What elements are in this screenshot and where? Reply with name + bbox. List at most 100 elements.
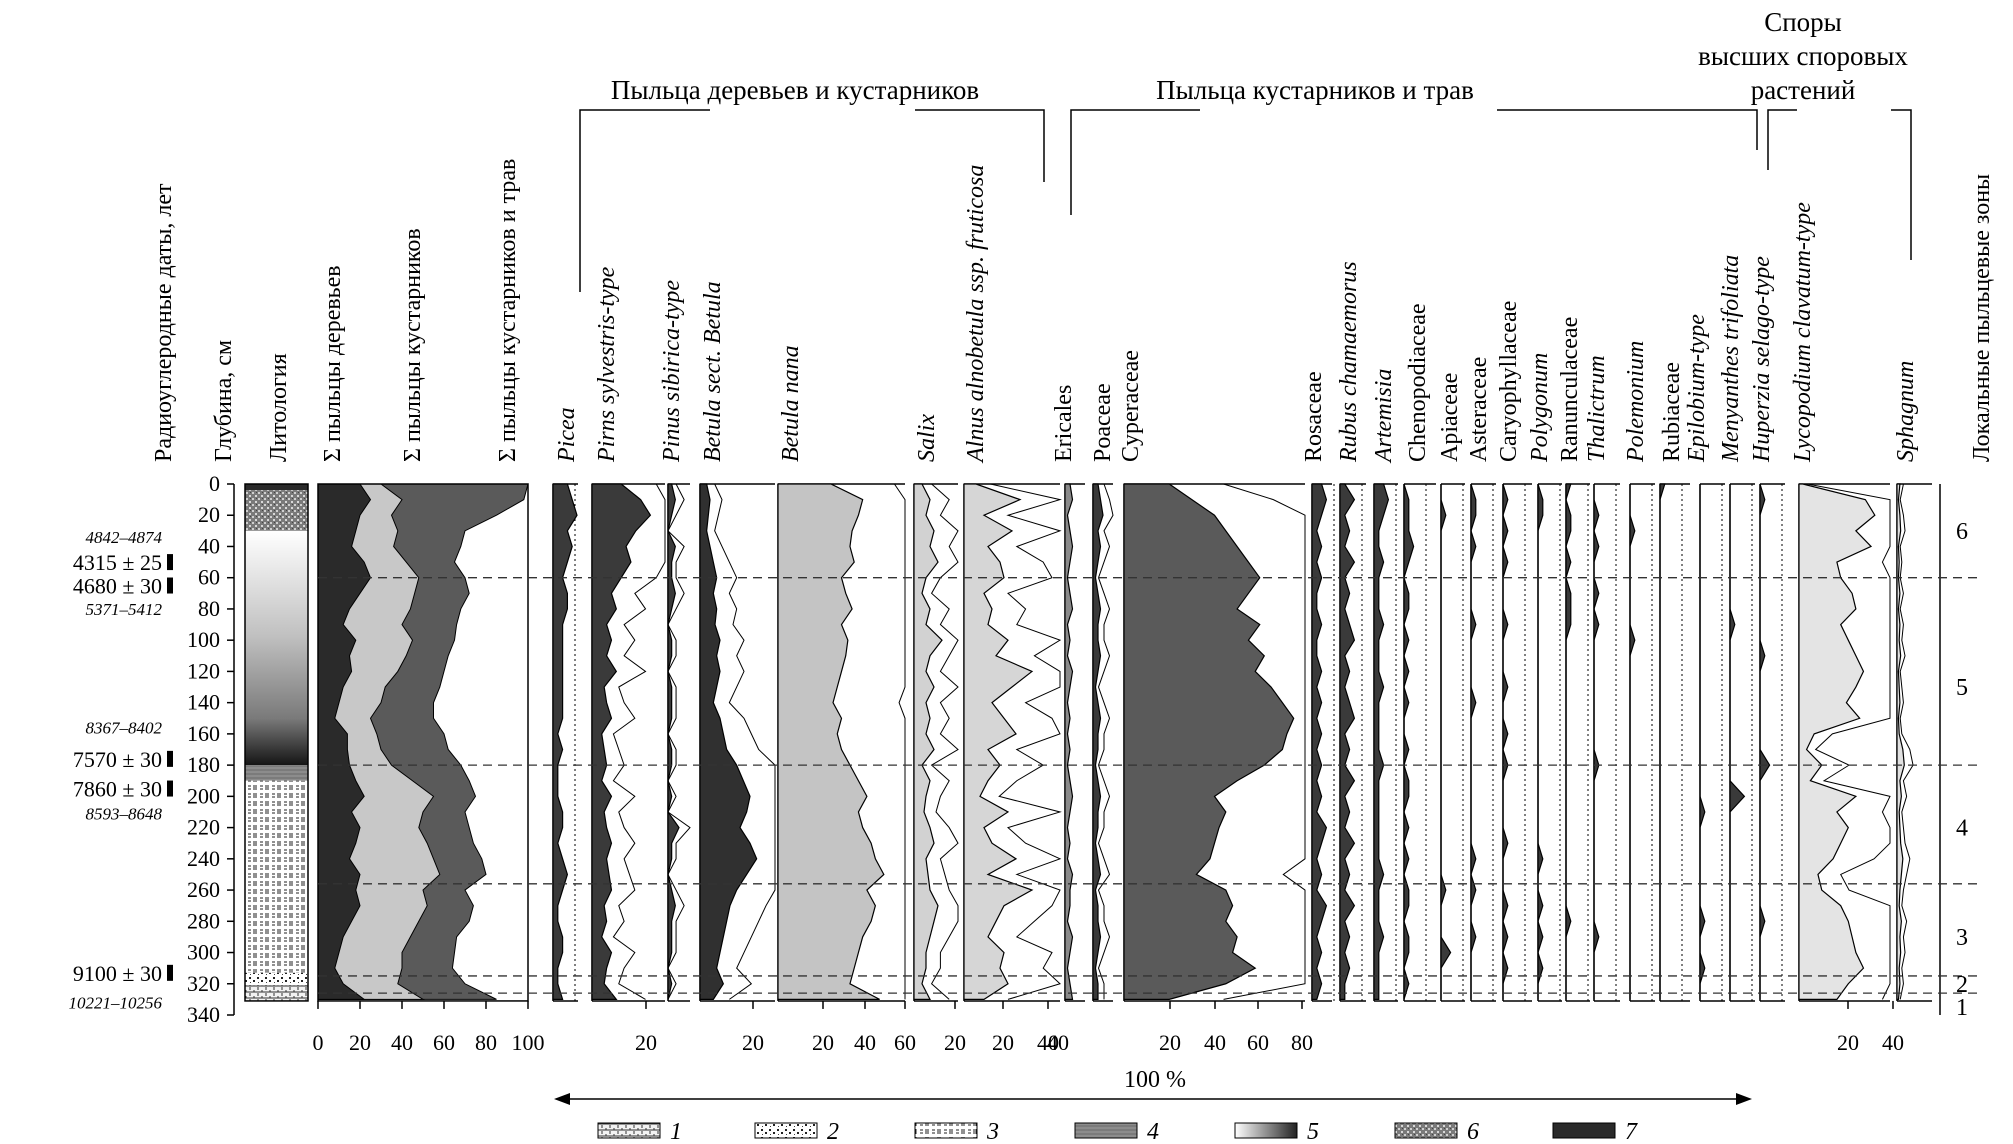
taxon-curve (1659, 483, 1666, 1000)
group-bracket-spores-right (1891, 109, 1912, 260)
group-bracket-spores-left (1767, 109, 1797, 170)
legend-swatch (1234, 1122, 1298, 1139)
taxon-panel: Rubiaceae (1659, 362, 1690, 1002)
taxon-panel: Ranunculaceae (1557, 317, 1590, 1002)
sum-tick-label: 100 (512, 1030, 545, 1055)
taxon-curve (1470, 483, 1477, 1000)
taxon-panel: Epilobium-type (1684, 314, 1725, 1002)
taxon-curve (699, 483, 758, 1000)
taxon-tick-label: 20 (742, 1030, 764, 1055)
taxon-curve (1565, 483, 1572, 1000)
legend-number: 6 (1467, 1119, 1479, 1144)
taxon-curve (1798, 483, 1876, 1000)
taxon-panel: Cyperaceae (1118, 350, 1306, 1002)
depth-tick-label: 80 (198, 596, 220, 621)
taxon-tick-label: 20 (1159, 1030, 1181, 1055)
taxon-label: Menyanthes trifoliata (1718, 255, 1744, 463)
group-label-spores-line2: высших споровых (1698, 41, 1908, 71)
lithology-layer (245, 484, 308, 491)
date-marker (167, 964, 173, 981)
taxon-label: Poaceae (1090, 383, 1116, 462)
legend-swatch (1394, 1122, 1458, 1139)
sum-trees-area (317, 483, 372, 1000)
legend-number: 4 (1147, 1119, 1159, 1144)
radiocarbon-date: 5371–5412 (86, 600, 163, 619)
taxon-tick-label: 20 (944, 1030, 966, 1055)
radiocarbon-date: 8367–8402 (86, 719, 163, 738)
taxon-label: Huperzia selago-type (1749, 256, 1775, 463)
zone-label: 3 (1956, 925, 1968, 951)
lithology-frame (244, 483, 309, 1002)
taxon-label: Asteraceae (1466, 357, 1492, 462)
group-bracket-herbs-left (1070, 109, 1200, 215)
date-marker (167, 780, 173, 797)
lithology-layer (245, 780, 308, 973)
radiocarbon-date: 7570 ± 30 (73, 747, 162, 772)
taxon-panel: Asteraceae (1466, 357, 1496, 1002)
taxon-label: Ericales (1051, 385, 1077, 462)
taxon-panel: Polygonum (1527, 353, 1562, 1002)
taxon-label: Polemonium (1623, 341, 1649, 463)
legend-swatch (1074, 1122, 1138, 1139)
sum-panel-frame (317, 483, 529, 1002)
lithology-label: Литология (266, 353, 292, 462)
taxon-label: Cyperaceae (1118, 350, 1144, 462)
taxon-tick-label: 40 (854, 1030, 876, 1055)
date-marker (167, 750, 173, 767)
dates-axis-label: Радиоуглеродные даты, лет (151, 183, 177, 462)
taxon-panel: Rosaceae (1301, 371, 1335, 1002)
taxon-panel: Menyanthes trifoliata (1718, 255, 1755, 1002)
taxon-label: Pinus sibirica-type (659, 280, 685, 463)
depth-tick-label: 140 (187, 690, 220, 715)
taxon-label: Lycopodium clavatum-type (1790, 202, 1816, 463)
group-bracket-trees-left (579, 109, 710, 292)
taxon-panel: Sphagnum (1893, 361, 1932, 1002)
taxon-label: Artemisia (1371, 369, 1397, 464)
taxon-curve (552, 483, 578, 1000)
lithology-legend: 1 2 3 4 5 6 7 (597, 1119, 1638, 1144)
taxon-label: Betula sect. Betula (700, 281, 726, 462)
zone-label: 2 (1956, 972, 1968, 998)
group-bracket-trees-right (915, 109, 1045, 182)
pollen-zones: 6 5 4 3 21 (318, 484, 1978, 1021)
taxon-panel: Picea (552, 407, 580, 1002)
depth-tick-label: 240 (187, 846, 220, 871)
legend-number: 5 (1307, 1119, 1319, 1144)
radiocarbon-date: 9100 ± 30 (73, 961, 162, 986)
depth-tick-label: 200 (187, 783, 220, 808)
taxon-label: Rubus chamaemorus (1336, 261, 1362, 463)
taxon-panel: Artemisia (1371, 369, 1398, 1002)
taxon-label: Caryophyllaceae (1496, 301, 1522, 462)
taxon-curve (1896, 483, 1905, 1000)
taxon-curve (591, 483, 652, 1000)
taxon-panel: Poaceae (1090, 383, 1116, 1002)
taxon-label: Pirns sylvestris-type (594, 266, 620, 463)
taxon-label: Epilobium-type (1684, 314, 1710, 463)
taxon-tick-label: 40 (1204, 1030, 1226, 1055)
legend-swatch (914, 1122, 978, 1139)
taxon-panel: Pirns sylvestris-type (591, 266, 666, 1002)
taxon-panel: Apiaceae (1437, 373, 1465, 1002)
taxon-panel: Caryophyllaceae (1496, 301, 1532, 1002)
taxon-label: Thalictrum (1584, 355, 1610, 462)
taxon-label: Picea (554, 407, 580, 463)
depth-tick-label: 260 (187, 877, 220, 902)
taxon-curve (1699, 484, 1706, 1000)
taxon-exaggeration (1223, 483, 1306, 1000)
taxon-label: Alnus alnobetula ssp. fruticosa (963, 165, 989, 464)
taxon-panel: Huperzia selago-type (1749, 256, 1785, 1002)
taxon-exaggeration (612, 483, 666, 1000)
legend-number: 7 (1625, 1119, 1638, 1144)
taxon-tick-label: 20 (992, 1030, 1014, 1055)
taxon-tick-label: 60 (894, 1030, 916, 1055)
taxon-curve (913, 483, 943, 1000)
taxon-curve (1440, 484, 1452, 1000)
taxon-tick-label: 40 (1037, 1030, 1059, 1055)
zone-label: 4 (1956, 816, 1968, 842)
sum-tick-label: 60 (433, 1030, 455, 1055)
lithology-layer (245, 490, 308, 531)
depth-tick-label: 300 (187, 940, 220, 965)
legend-number: 2 (827, 1119, 839, 1144)
depth-axis: 0 20 40 60 80 100 120 140 160 180 200 220 240 260 280 3… (187, 471, 235, 1027)
